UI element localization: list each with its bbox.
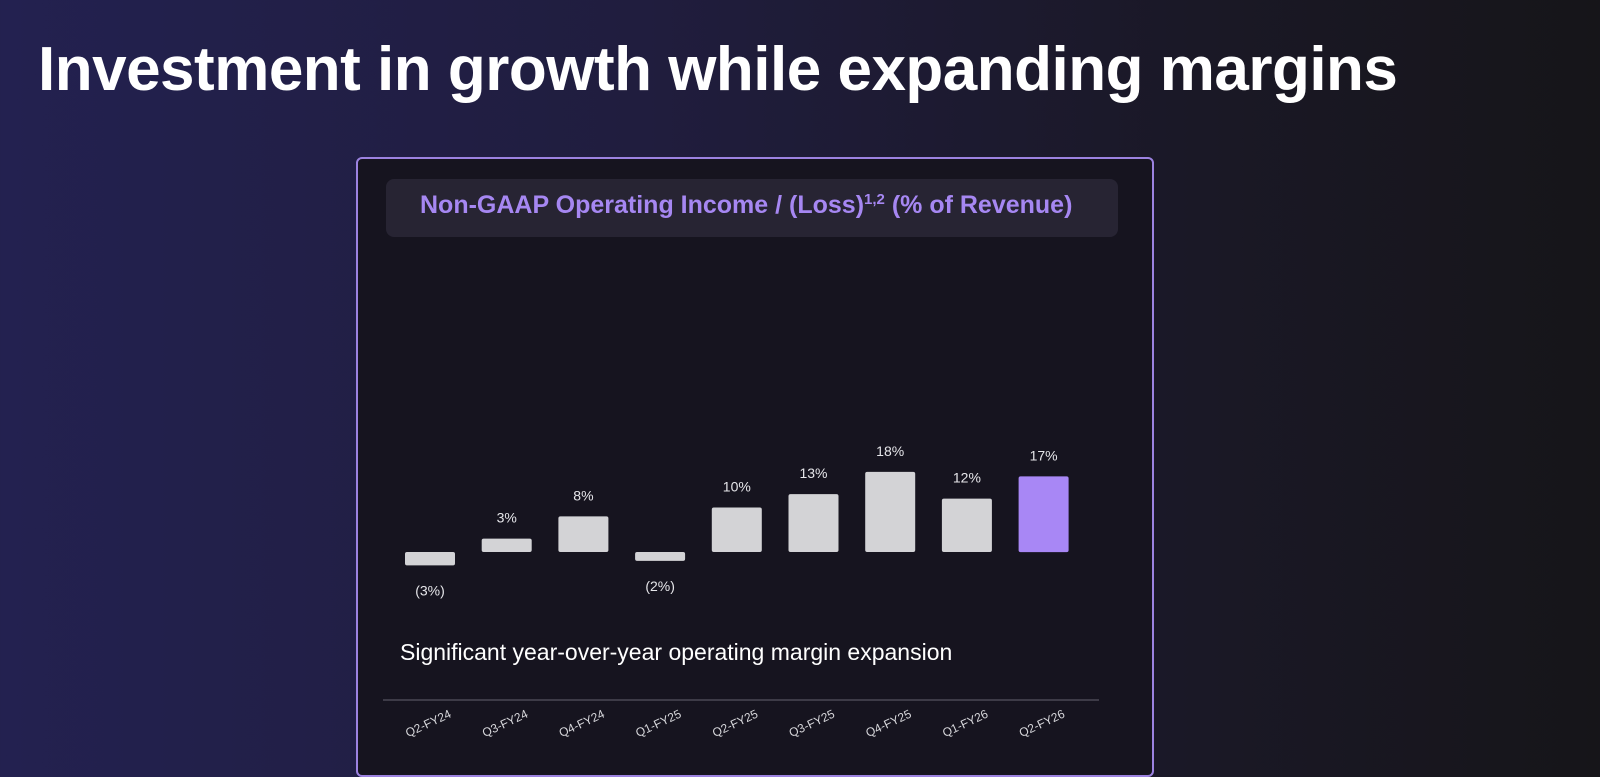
bar-q1-fy25 xyxy=(635,552,686,561)
x-tick-q3-fy24: Q3-FY24 xyxy=(480,707,530,740)
x-tick-q3-fy25: Q3-FY25 xyxy=(787,707,837,740)
x-tick-q4-fy24: Q4-FY24 xyxy=(557,707,607,740)
x-tick-q1-fy25: Q1-FY25 xyxy=(633,707,683,740)
chart-header: Non-GAAP Operating Income / (Loss)1,2 (%… xyxy=(386,179,1118,237)
x-tick-q1-fy26: Q1-FY26 xyxy=(940,707,990,740)
data-label-q2-fy25: 10% xyxy=(723,479,751,495)
chart-subtitle: Significant year-over-year operating mar… xyxy=(400,639,953,665)
data-label-q1-fy25: (2%) xyxy=(645,578,675,594)
data-label-q2-fy24: (3%) xyxy=(415,582,445,598)
bar-q1-fy26 xyxy=(941,498,992,552)
x-tick-q4-fy25: Q4-FY25 xyxy=(863,707,913,740)
bar-q3-fy25 xyxy=(788,494,839,552)
x-tick-q2-fy25: Q2-FY25 xyxy=(710,707,760,740)
bar-q3-fy24 xyxy=(481,538,532,552)
data-label-q4-fy25: 18% xyxy=(876,443,904,459)
bar-q2-fy26 xyxy=(1018,476,1069,553)
data-label-q4-fy24: 8% xyxy=(573,487,593,503)
bar-q2-fy24 xyxy=(405,552,455,566)
x-tick-q2-fy26: Q2-FY26 xyxy=(1017,707,1067,740)
chart-card: Non-GAAP Operating Income / (Loss)1,2 (%… xyxy=(356,157,1154,777)
chart-title: Non-GAAP Operating Income / (Loss)1,2 (%… xyxy=(420,191,1072,220)
bar-q4-fy24 xyxy=(558,516,609,552)
chart-title-footnote: 1,2 xyxy=(864,191,885,208)
chart-title-main: Non-GAAP Operating Income / (Loss) xyxy=(420,191,865,219)
data-label-q2-fy26: 17% xyxy=(1030,447,1058,463)
chart-title-suffix: (% of Revenue) xyxy=(884,191,1073,219)
bar-q2-fy25 xyxy=(711,507,762,552)
bar-chart: (3%) 3% 8% (2%) 10% 13% 18% 12% 17% Q2-FY24 Q3-FY… xyxy=(383,443,1099,740)
bar-q4-fy25 xyxy=(865,471,916,552)
data-label-q3-fy24: 3% xyxy=(497,510,517,526)
page-title: Investment in growth while expanding mar… xyxy=(38,35,1398,104)
x-tick-q2-fy24: Q2-FY24 xyxy=(403,707,453,740)
data-label-q1-fy26: 12% xyxy=(953,470,981,486)
data-label-q3-fy25: 13% xyxy=(799,465,827,481)
